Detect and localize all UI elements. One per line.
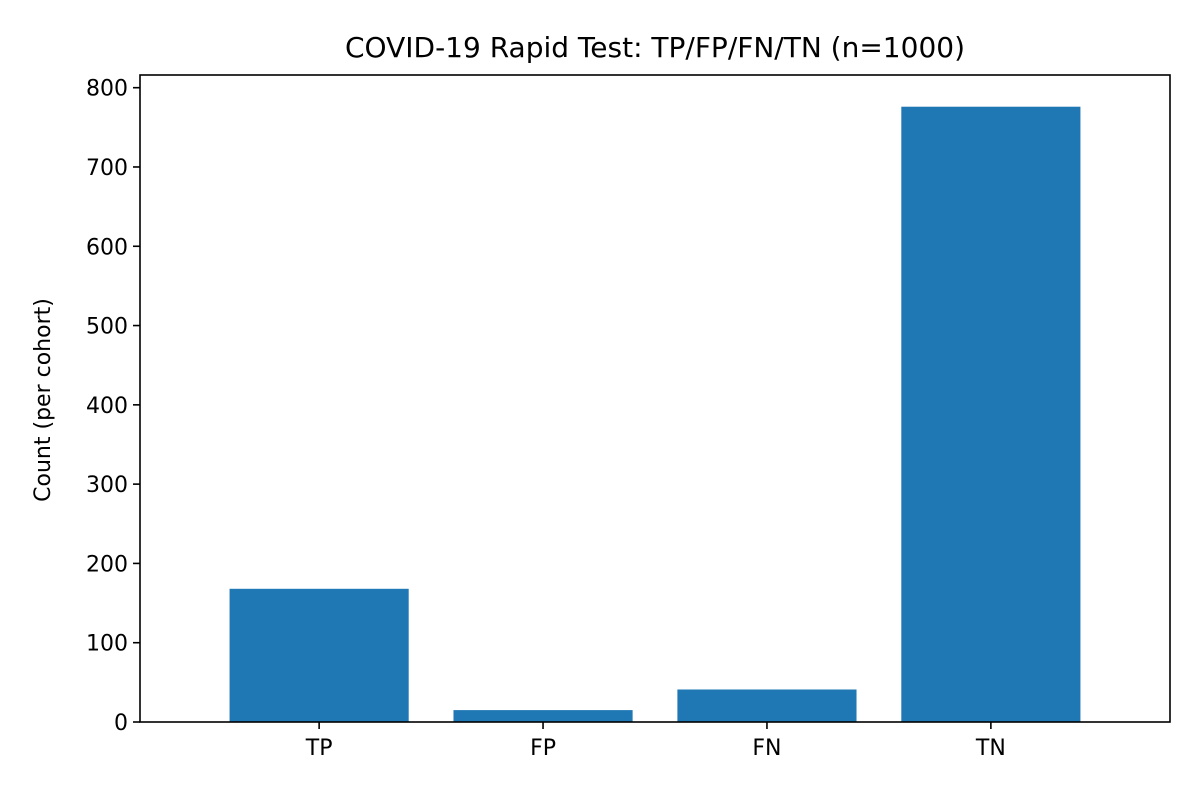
bars-group — [229, 106, 1081, 722]
y-tick-label: 600 — [86, 235, 128, 260]
x-tick-label-fn: FN — [752, 736, 781, 761]
bar-tp — [229, 588, 409, 722]
x-tick-label-fp: FP — [530, 736, 556, 761]
y-axis-label: Count (per cohort) — [31, 298, 56, 502]
y-tick-label: 400 — [86, 394, 128, 419]
y-tick-label: 800 — [86, 77, 128, 102]
y-tick-label: 500 — [86, 315, 128, 340]
bar-tn — [901, 106, 1081, 722]
y-tick-label: 700 — [86, 156, 128, 181]
y-tick-label: 300 — [86, 473, 128, 498]
plot-frame — [139, 74, 1171, 723]
x-tick-label-tp: TP — [305, 736, 333, 761]
chart-title: COVID-19 Rapid Test: TP/FP/FN/TN (n=1000… — [345, 31, 965, 64]
bar-fn — [677, 689, 857, 722]
y-tick-label: 0 — [114, 711, 128, 736]
bar-fp — [453, 710, 633, 722]
x-tick-label-tn: TN — [975, 736, 1006, 761]
y-axis-ticks: 0 100 200 300 400 500 600 700 800 — [86, 77, 140, 736]
y-tick-label: 100 — [86, 632, 128, 657]
x-axis-ticks: TP FP FN TN — [305, 722, 1006, 761]
y-tick-label: 200 — [86, 552, 128, 577]
